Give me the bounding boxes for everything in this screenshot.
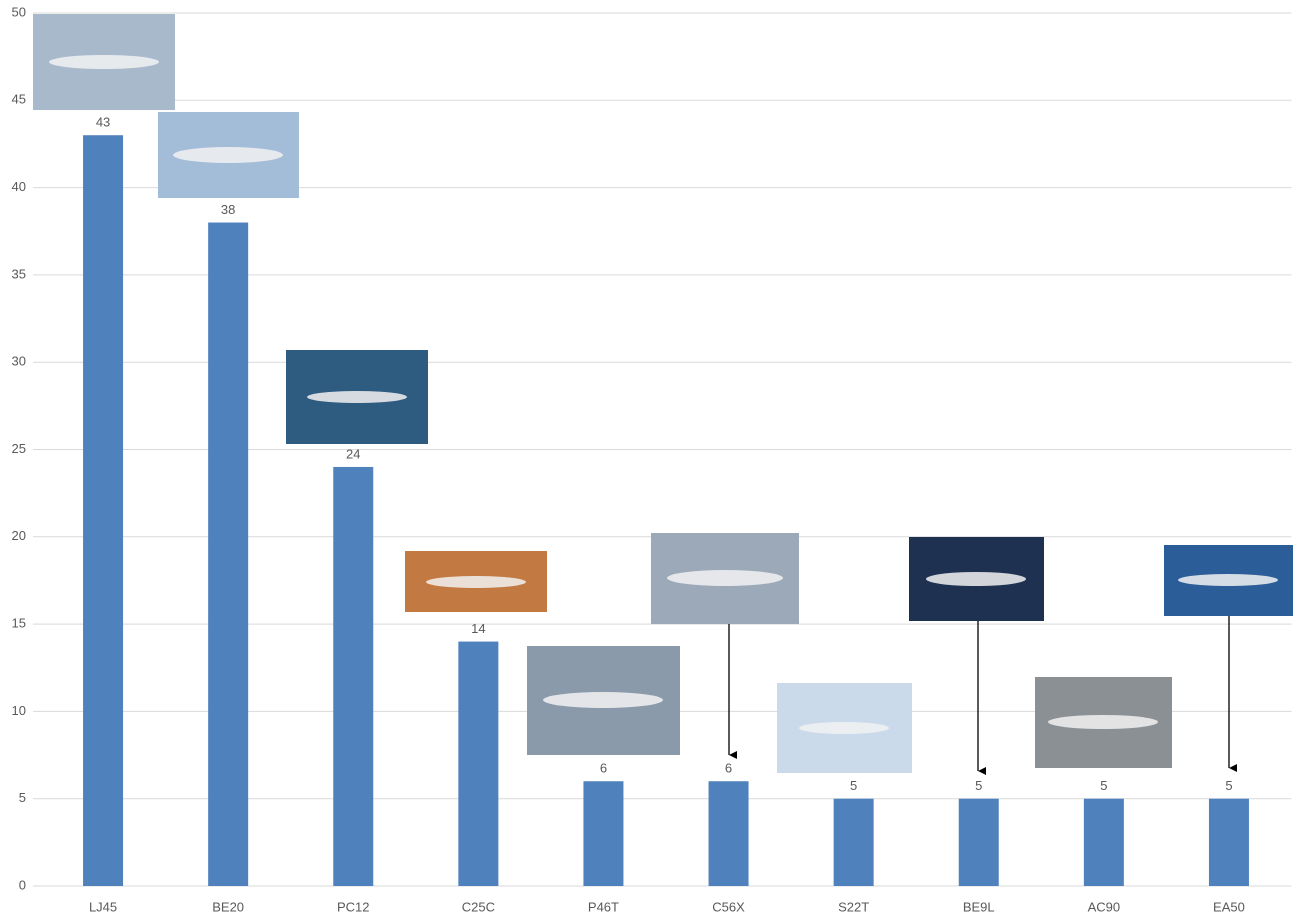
value-label: 43 <box>96 115 110 130</box>
plane-silhouettes <box>49 55 1278 734</box>
value-label: 38 <box>221 202 235 217</box>
x-tick-label: BE20 <box>212 899 244 914</box>
bar <box>958 798 999 886</box>
value-label: 5 <box>975 778 982 793</box>
y-tick-label: 20 <box>12 528 26 543</box>
bar <box>83 135 124 887</box>
value-label: 6 <box>600 761 607 776</box>
y-tick-label: 40 <box>12 179 26 194</box>
value-label: 14 <box>471 621 485 636</box>
bar <box>833 798 874 886</box>
labels: 0 5 10 15 20 25 30 35 40 45 50 LJ45 43 BE20 38 PC12 24 C2… <box>12 4 1245 914</box>
value-label: 24 <box>346 446 360 461</box>
bar <box>708 781 749 886</box>
y-tick-label: 30 <box>12 354 26 369</box>
x-tick-label: C56X <box>712 899 745 914</box>
bar <box>333 466 374 886</box>
x-tick-label: P46T <box>588 899 619 914</box>
y-tick-label: 10 <box>12 703 26 718</box>
bar <box>583 781 624 886</box>
bar <box>1208 798 1249 886</box>
x-tick-label: BE9L <box>963 899 995 914</box>
y-tick-label: 15 <box>12 616 26 631</box>
y-tick-label: 50 <box>12 4 26 19</box>
bar <box>458 641 499 886</box>
x-tick-label: S22T <box>838 899 869 914</box>
y-tick-label: 45 <box>12 92 26 107</box>
bar <box>208 222 249 886</box>
y-tick-label: 0 <box>19 877 26 892</box>
x-tick-label: AC90 <box>1088 899 1121 914</box>
bars <box>83 135 1249 887</box>
y-tick-label: 35 <box>12 266 26 281</box>
x-tick-label: LJ45 <box>89 899 117 914</box>
y-tick-label: 25 <box>12 441 26 456</box>
value-label: 6 <box>725 761 732 776</box>
photos <box>33 14 1293 773</box>
value-label: 5 <box>1225 778 1232 793</box>
x-tick-label: C25C <box>462 899 495 914</box>
value-label: 5 <box>1100 778 1107 793</box>
bar <box>1083 798 1124 886</box>
x-tick-label: EA50 <box>1213 899 1245 914</box>
value-label: 5 <box>850 778 857 793</box>
x-tick-label: PC12 <box>337 899 370 914</box>
y-tick-label: 5 <box>19 790 26 805</box>
